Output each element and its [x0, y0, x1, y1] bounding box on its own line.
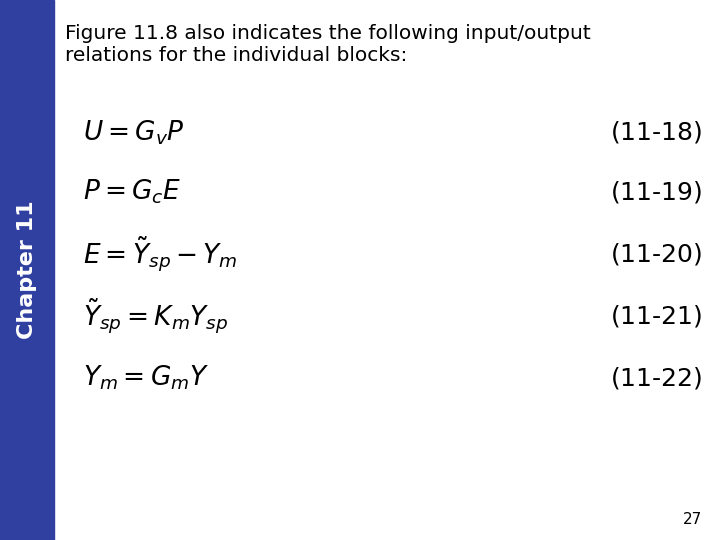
Text: $P = G_c E$: $P = G_c E$	[83, 178, 181, 206]
Text: $\tilde{Y}_{sp} = K_m Y_{sp}$: $\tilde{Y}_{sp} = K_m Y_{sp}$	[83, 296, 228, 336]
Text: $(11\text{-}20)$: $(11\text{-}20)$	[610, 241, 702, 267]
Text: Chapter 11: Chapter 11	[17, 201, 37, 339]
Text: $(11\text{-}18)$: $(11\text{-}18)$	[610, 119, 702, 145]
Text: Figure 11.8 also indicates the following input/output
relations for the individu: Figure 11.8 also indicates the following…	[65, 24, 590, 65]
Text: $E = \tilde{Y}_{sp} - Y_m$: $E = \tilde{Y}_{sp} - Y_m$	[83, 234, 238, 274]
Text: $Y_m = G_m Y$: $Y_m = G_m Y$	[83, 364, 209, 392]
Text: $(11\text{-}19)$: $(11\text{-}19)$	[610, 179, 702, 205]
Text: $(11\text{-}22)$: $(11\text{-}22)$	[610, 365, 702, 391]
Text: 27: 27	[683, 511, 702, 526]
Text: $(11\text{-}21)$: $(11\text{-}21)$	[610, 303, 702, 329]
Text: $U = G_v P$: $U = G_v P$	[83, 118, 184, 146]
